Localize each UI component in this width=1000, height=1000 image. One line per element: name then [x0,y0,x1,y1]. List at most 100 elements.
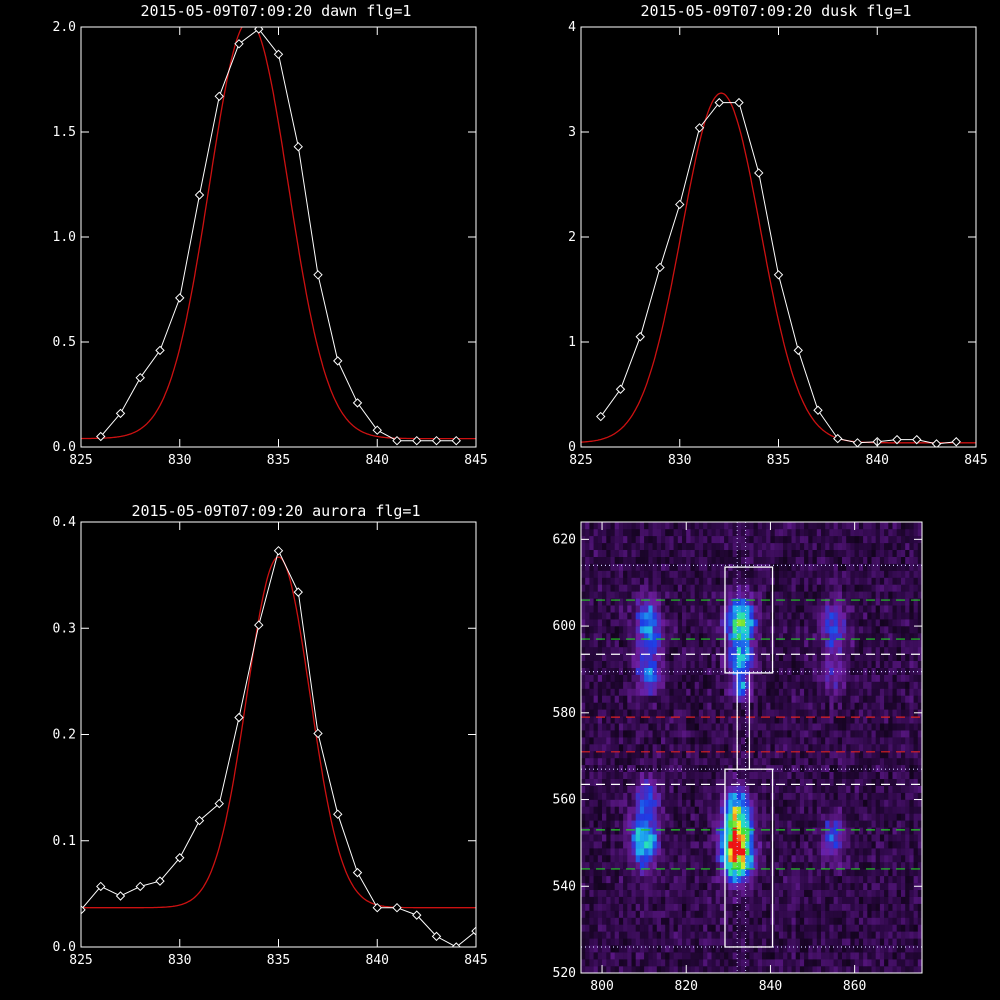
heatmap-cell [850,827,855,835]
heatmap-cell [686,751,691,759]
heatmap-cell [791,820,796,828]
heatmap-cell [581,570,586,578]
heatmap-cell [644,771,649,779]
heatmap-cell [821,959,826,967]
heatmap-cell [581,626,586,634]
heatmap-cell [837,917,843,925]
heatmap-cell [623,757,628,766]
heatmap-cell [728,674,733,682]
heatmap-cell [757,903,763,911]
heatmap-cell [871,723,876,731]
heatmap-cell [829,834,834,842]
heatmap-cell [762,931,767,939]
heatmap-cell [677,681,683,689]
heatmap-cell [698,862,704,870]
heatmap-cell [593,674,599,682]
heatmap-cell [879,841,885,849]
heatmap-cell [698,653,704,661]
heatmap-cell [812,751,817,759]
heatmap-cell [804,882,809,890]
heatmap-cell [850,619,855,627]
heatmap-cell [585,959,590,967]
heatmap-cell [665,917,670,925]
heatmap-cell [715,716,721,724]
heatmap-cell [648,695,653,703]
heatmap-cell [795,945,801,953]
heatmap-cell [762,757,767,766]
heatmap-cell [661,556,666,564]
heatmap-cell [892,931,897,939]
heatmap-cell [799,757,805,766]
heatmap-cell [593,778,599,786]
heatmap-cell [631,834,636,842]
heatmap-cell [606,605,611,613]
heatmap-cell [745,959,750,967]
heatmap-cell [610,938,615,946]
heatmap-cell [745,785,750,793]
heatmap-cell [648,813,653,821]
x-tick-label: 825 [69,453,92,468]
heatmap-cell [665,966,670,974]
heatmap-cell [846,778,851,786]
heatmap-cell [787,903,792,911]
heatmap-cell [753,848,759,856]
heatmap-cell [614,959,620,967]
heatmap-cell [719,924,725,932]
heatmap-cell [913,681,919,689]
heatmap-cell [715,813,721,821]
heatmap-cell [581,868,586,877]
heatmap-cell [745,813,750,821]
heatmap-cell [909,799,914,807]
heatmap-cell [884,862,889,870]
heatmap-cell [652,882,658,890]
heatmap-cell [858,563,864,571]
heatmap-cell [606,771,611,779]
heatmap-cell [863,591,868,599]
heatmap-cell [837,681,843,689]
heatmap-cell [905,626,910,634]
heatmap-cell [648,806,653,814]
heatmap-cell [677,952,683,960]
heatmap-cell [901,882,906,890]
heatmap-cell [656,959,662,967]
heatmap-cell [795,806,801,814]
heatmap-cell [913,910,919,918]
heatmap-cell [627,591,632,599]
heatmap-cell [719,785,725,793]
heatmap-cell [749,771,754,779]
heatmap-cell [728,896,733,904]
heatmap-cell [656,619,662,627]
heatmap-cell [732,695,738,703]
heatmap-cell [871,640,876,648]
heatmap-cell [677,716,683,724]
heatmap-cell [589,778,594,786]
heatmap-cell [778,917,784,925]
heatmap-cell [715,646,721,655]
heatmap-cell [736,584,742,592]
heatmap-cell [816,813,822,821]
heatmap-cell [791,598,796,606]
heatmap-cell [703,868,708,877]
heatmap-cell [715,764,721,772]
heatmap-cell [711,591,716,599]
heatmap-cell [783,730,788,738]
heatmap-cell [614,563,620,571]
heatmap-cell [875,633,881,641]
heatmap-cell [719,764,725,772]
heatmap-cell [665,834,670,842]
heatmap-cell [825,952,830,960]
heatmap-cell [673,931,679,939]
heatmap-cell [703,723,708,731]
heatmap-cell [724,688,729,696]
heatmap-cell [795,910,801,918]
heatmap-cell [644,556,649,564]
heatmap-cell [854,931,860,939]
heatmap-cell [799,889,805,897]
heatmap-cell [673,875,679,884]
heatmap-cell [808,959,813,967]
heatmap-cell [850,716,855,724]
heatmap-cell [896,827,902,835]
heatmap-cell [745,619,750,627]
heatmap-cell [648,598,653,606]
heatmap-cell [749,702,754,710]
